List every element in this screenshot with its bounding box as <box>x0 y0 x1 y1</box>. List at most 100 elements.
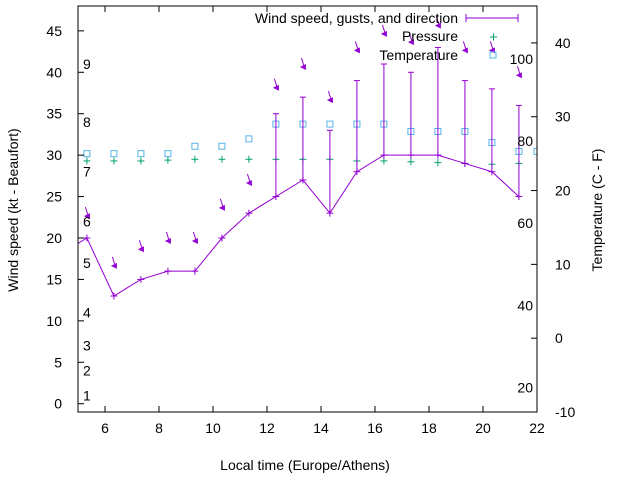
legend-label-temperature: Temperature <box>379 47 458 63</box>
y2-tick-label: 40 <box>555 35 571 51</box>
x-tick-label: 16 <box>367 420 383 436</box>
temperature-point <box>137 150 145 158</box>
wind-speed-point <box>110 292 118 300</box>
beaufort-label: 8 <box>83 114 91 130</box>
legend-label-wind: Wind speed, gusts, and direction <box>255 10 458 26</box>
beaufort-label: 6 <box>83 213 91 229</box>
temperature-point <box>164 150 172 158</box>
wind-direction-arrow <box>461 41 468 54</box>
wind-direction-arrow <box>326 90 333 104</box>
x-tick-label: 6 <box>101 420 109 436</box>
wind-direction-arrow <box>218 198 225 211</box>
wind-direction-arrow <box>83 206 90 220</box>
y-tick-label: 35 <box>46 106 62 122</box>
y2-tick-label: -10 <box>555 404 575 420</box>
beaufort-label: 5 <box>83 255 91 271</box>
wind-direction-arrow <box>434 16 441 29</box>
beaufort-label: 9 <box>83 56 91 72</box>
arrow-head <box>272 84 279 91</box>
beaufort-label: 2 <box>83 363 91 379</box>
legend: Wind speed, gusts, and direction Pressur… <box>255 10 519 63</box>
temperature-point <box>245 135 253 143</box>
wind-direction-arrow <box>137 240 144 253</box>
wind-direction-arrow <box>272 78 279 91</box>
wind-gust-bar <box>299 96 306 180</box>
legend-swatch-wind <box>465 14 519 22</box>
x-tick-label: 22 <box>529 420 545 436</box>
temperature-point <box>533 147 537 155</box>
pressure-point <box>83 157 91 165</box>
arrow-head <box>461 47 468 54</box>
arrow-head <box>326 97 333 104</box>
pressure-point <box>407 158 415 166</box>
temperature-point <box>326 120 334 128</box>
wind-speed-point <box>83 234 91 242</box>
wind-direction-arrow <box>515 66 522 79</box>
pressure-point <box>245 155 253 163</box>
y-tick-label: 0 <box>54 396 62 412</box>
arrow-head <box>218 204 225 211</box>
y-tick-label: 40 <box>46 64 62 80</box>
temperature-point <box>110 150 118 158</box>
wind-direction-arrow <box>164 231 171 244</box>
arrow-head <box>515 72 522 79</box>
wind-gust-bar <box>515 104 522 197</box>
arrow-head <box>164 238 171 244</box>
plot-frame <box>77 5 538 413</box>
legend-swatch-pressure <box>490 33 497 41</box>
arrow-head <box>83 213 90 220</box>
arrow-head <box>245 180 252 186</box>
wind-direction-arrow <box>191 231 198 244</box>
beaufort-label: 4 <box>83 305 91 321</box>
wind-gust-bar <box>380 63 387 156</box>
pressure-point <box>164 156 172 164</box>
y-tick-label: 20 <box>46 230 62 246</box>
wind-speed-point <box>137 275 145 283</box>
legend-label-pressure: Pressure <box>402 28 458 44</box>
y-tick-label: 5 <box>54 354 62 370</box>
wind-direction-arrow <box>407 32 414 46</box>
fahrenheit-label: 80 <box>517 133 533 149</box>
arrow-head <box>137 246 144 253</box>
pressure-point <box>191 155 199 163</box>
plot-area <box>56 16 537 300</box>
x-tick-label: 14 <box>313 420 329 436</box>
y2-axis-label: Temperature (C - F) <box>589 149 605 272</box>
pressure-point <box>218 155 226 163</box>
y-tick-label: 25 <box>46 189 62 205</box>
wind-speed-point <box>191 267 199 275</box>
temperature-point <box>218 142 226 150</box>
wind-gust-bar <box>434 46 441 156</box>
pressure-point <box>434 159 442 167</box>
fahrenheit-label: 60 <box>517 215 533 231</box>
y2-tick-label: 10 <box>555 256 571 272</box>
wind-gust-bar <box>488 88 495 172</box>
x-tick-label: 12 <box>259 420 275 436</box>
wind-speed-line <box>78 154 520 297</box>
wind-speed-point <box>218 234 226 242</box>
temperature-point <box>191 142 199 150</box>
pressure-point <box>137 157 145 165</box>
wind-gust-bar <box>353 80 360 172</box>
wind-gust-bar <box>461 80 468 164</box>
axis-labels: 6 8 10 12 14 16 18 20 22051015202530354045-10010… <box>46 23 575 436</box>
x-tick-label: 10 <box>205 420 221 436</box>
wind-speed-point <box>56 251 63 258</box>
arrow-head <box>299 64 306 70</box>
y-tick-label: 10 <box>46 313 62 329</box>
pressure-point <box>110 157 118 165</box>
wind-gust-bar <box>272 113 279 197</box>
fahrenheit-label: 40 <box>517 298 533 314</box>
legend-swatch-temperature <box>489 51 497 59</box>
y2-tick-label: 20 <box>555 183 571 199</box>
x-tick-label: 18 <box>421 420 437 436</box>
y-tick-label: 15 <box>46 271 62 287</box>
wind-speed-point <box>164 267 172 275</box>
arrow-head <box>407 39 414 46</box>
axis-ticks <box>78 6 538 413</box>
arrow-head <box>110 262 117 269</box>
y-tick-label: 30 <box>46 147 62 163</box>
arrow-head <box>191 238 198 244</box>
wind-gust-bar <box>407 71 414 156</box>
wind-direction-arrow <box>380 24 387 37</box>
